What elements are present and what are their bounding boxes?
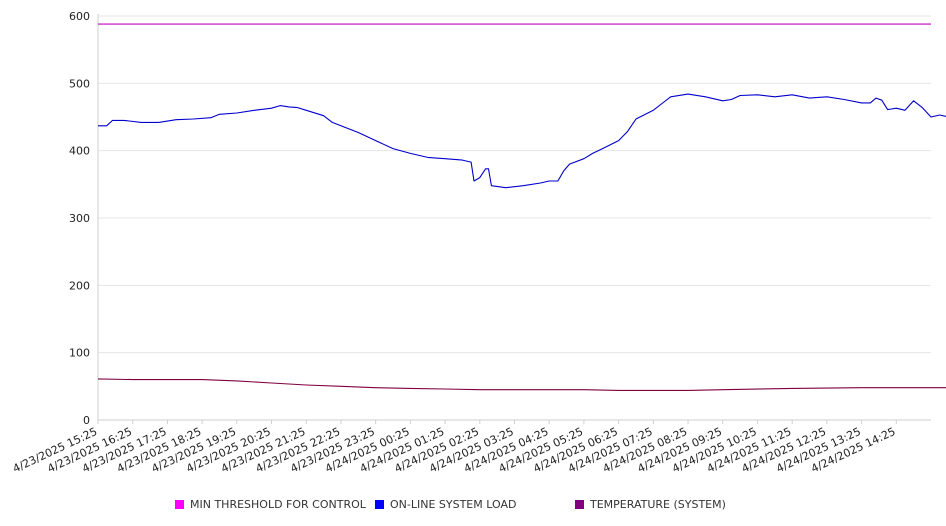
legend-swatch-system-load [375, 500, 384, 509]
legend-label-min-threshold: MIN THRESHOLD FOR CONTROL [190, 498, 366, 511]
y-tick-label: 400 [69, 145, 90, 158]
y-tick-label: 500 [69, 77, 90, 90]
y-tick-label: 600 [69, 10, 90, 23]
series-line-temperature [97, 378, 946, 391]
legend-item-system-load: ON-LINE SYSTEM LOAD [375, 498, 516, 511]
legend-label-temperature: TEMPERATURE (SYSTEM) [590, 498, 726, 511]
legend-item-temperature: TEMPERATURE (SYSTEM) [575, 498, 726, 511]
legend-swatch-min-threshold [175, 500, 184, 509]
axes [97, 14, 931, 421]
legend-swatch-temperature [575, 500, 584, 509]
series-lines [97, 23, 946, 391]
y-tick-label: 100 [69, 347, 90, 360]
y-tick-label: 300 [69, 212, 90, 225]
legend-item-min-threshold: MIN THRESHOLD FOR CONTROL [175, 498, 366, 511]
gridlines [98, 15, 931, 354]
y-axis-ticks: 0 100 200 300 400 500 600 [69, 10, 90, 427]
legend-label-system-load: ON-LINE SYSTEM LOAD [390, 498, 517, 511]
x-axis-ticks: 4/23/2025 15:254/23/2025 16:254/23/2025 … [11, 420, 898, 475]
y-tick-label: 200 [69, 279, 90, 292]
series-line-system-load [98, 93, 946, 189]
legend: MIN THRESHOLD FOR CONTROL ON-LINE SYSTEM… [0, 498, 946, 516]
y-tick-label: 0 [83, 414, 90, 427]
